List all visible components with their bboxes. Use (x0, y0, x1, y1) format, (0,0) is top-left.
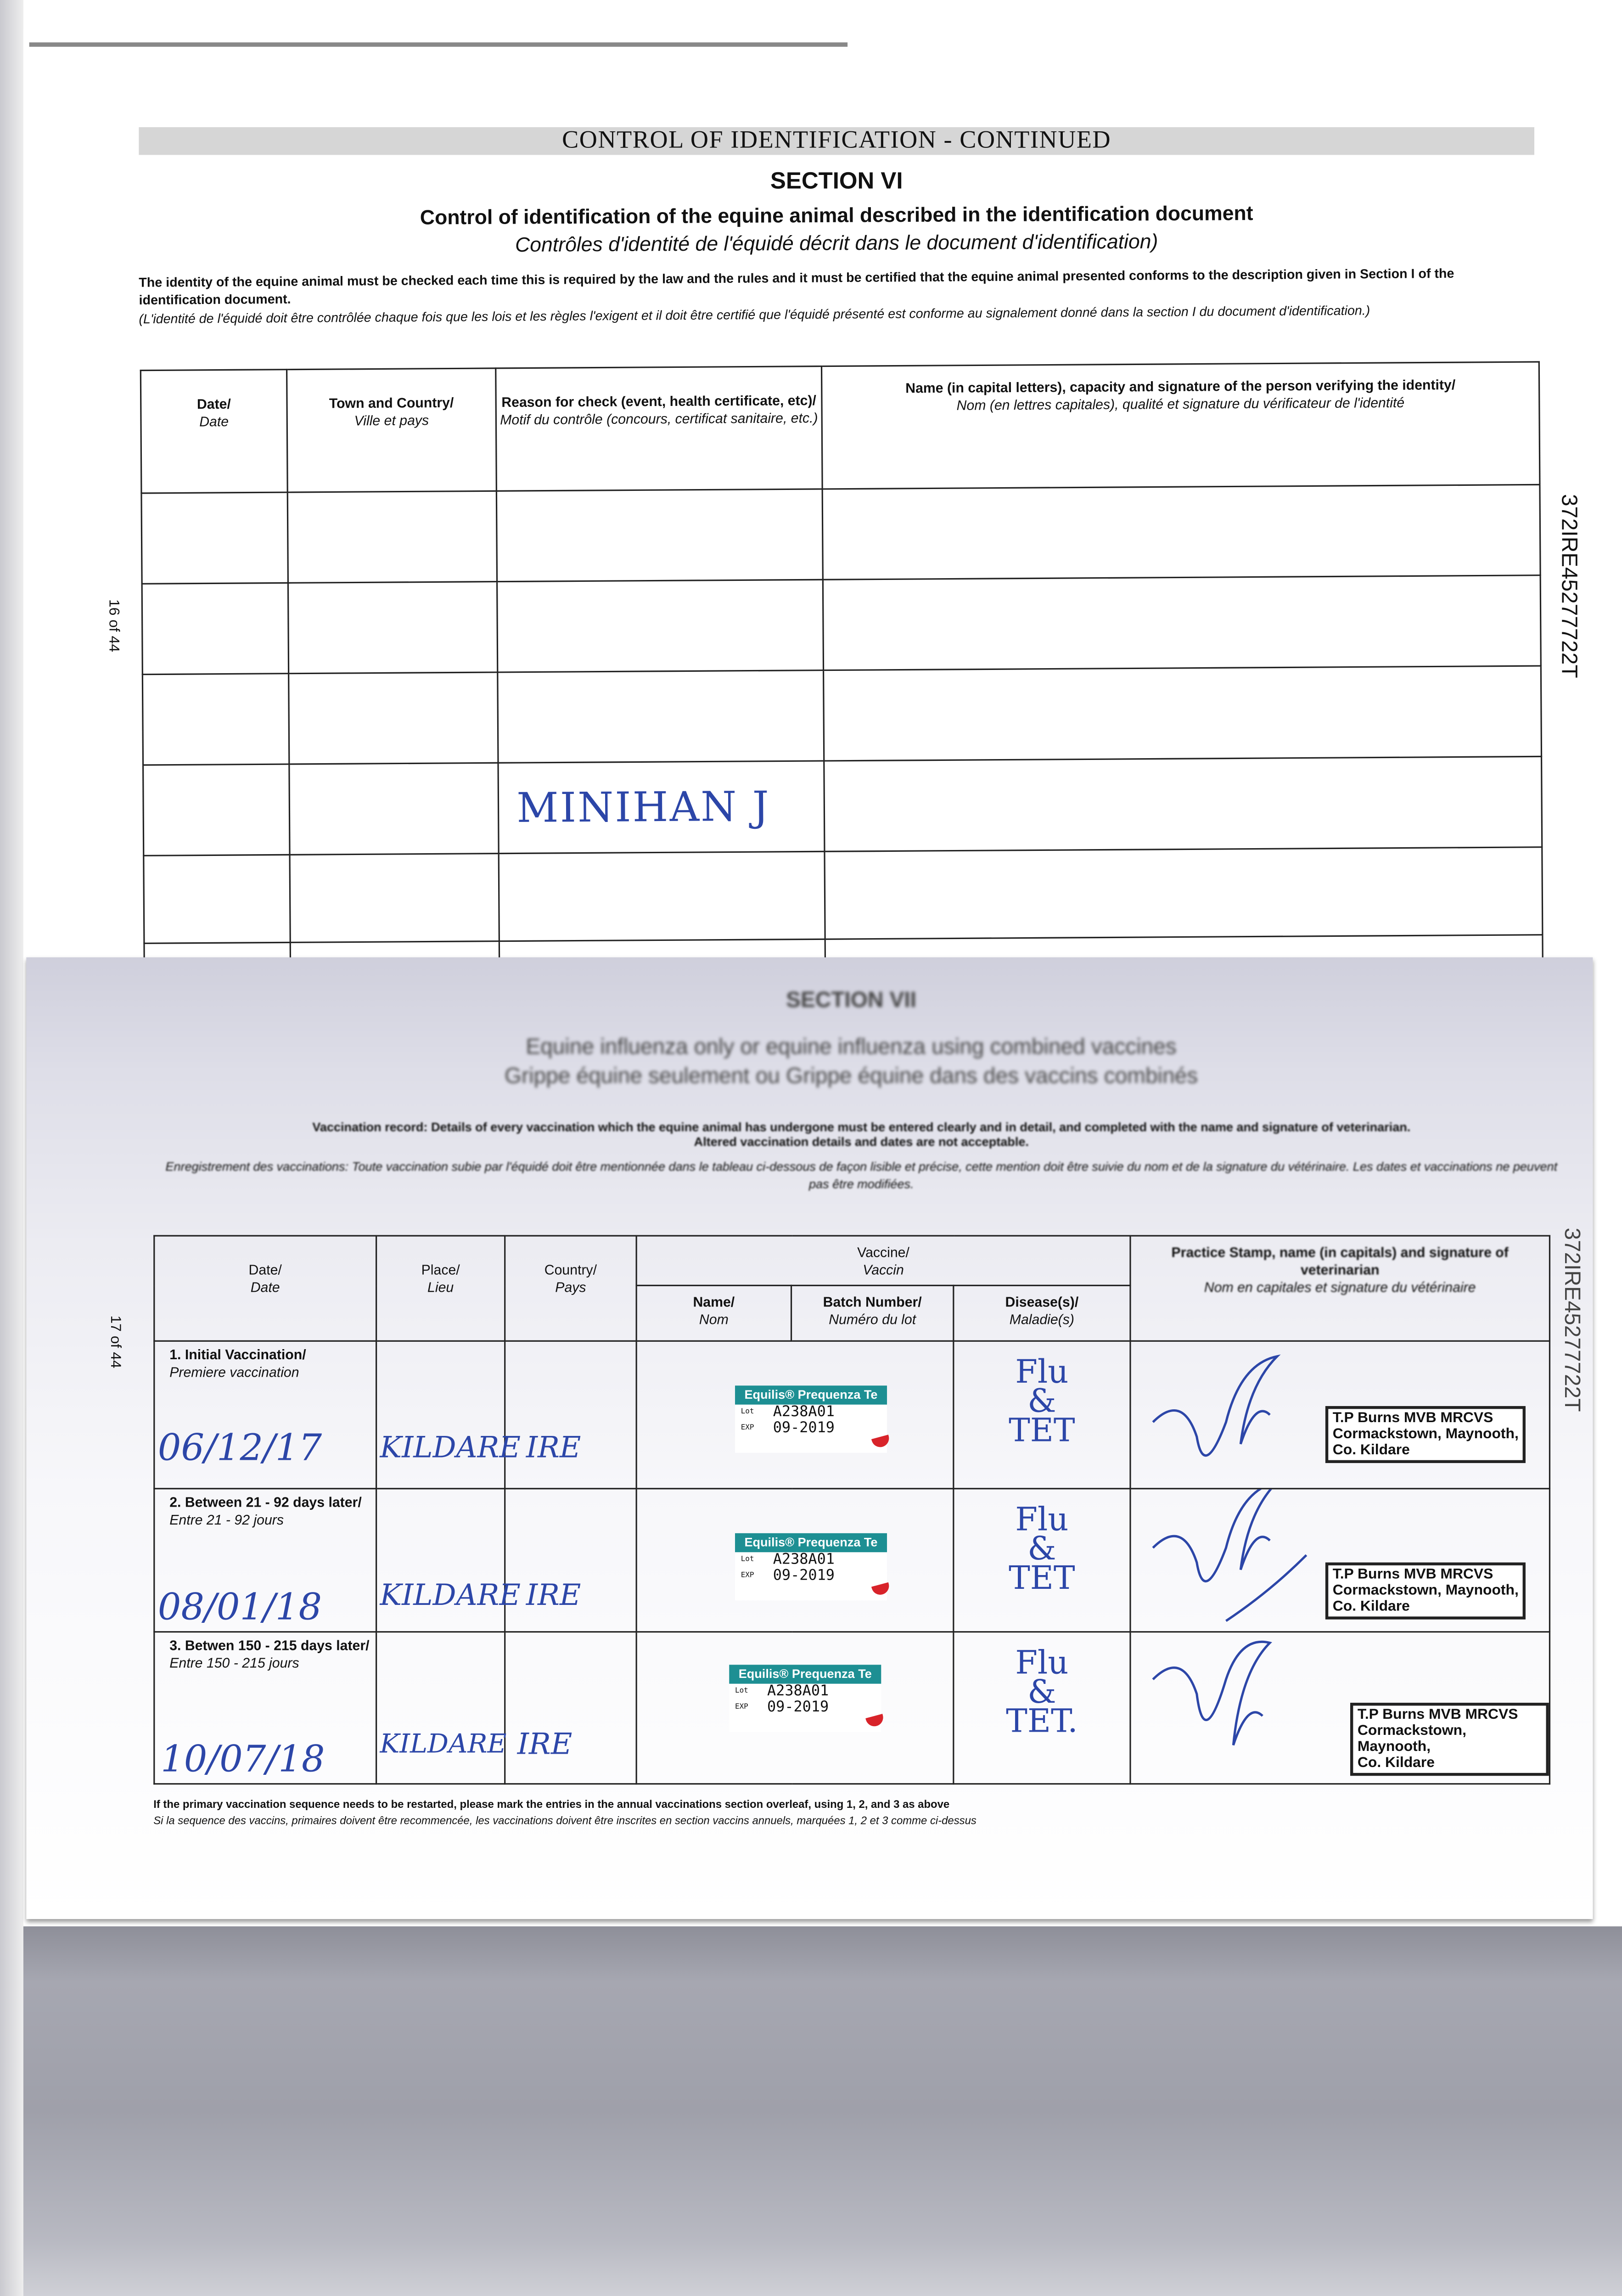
section-vii-title: SECTION VII (786, 988, 916, 1013)
handwritten-country: IRE (526, 1577, 581, 1612)
footnote-en: If the primary vaccination sequence need… (153, 1797, 950, 1811)
handwritten-disease: Flu & TET (953, 1340, 1131, 1490)
sticker-drop-icon (871, 1435, 891, 1449)
table-header-row: Date/Date Place/Lieu Country/Pays Vaccin… (153, 1235, 1551, 1342)
vaccine-sticker: Equilis® Prequenza Te Lot A238A01 EXP 09-2… (735, 1533, 891, 1601)
vaccine-sticker: Equilis® Prequenza Te Lot A238A01 EXP 09-2… (735, 1385, 891, 1453)
col-disease: Disease(s)/Maladie(s) (953, 1284, 1131, 1342)
vet-signature (1152, 1640, 1272, 1746)
col-vaccine-name: Name/Nom (635, 1284, 792, 1342)
handwritten-signature: MINIHAN J (516, 782, 771, 833)
side-id-16: 372IRE45277722T (1556, 494, 1581, 678)
section-vii-title-fr: Grippe équine seulement ou Grippe équine… (504, 1064, 1198, 1089)
col-batch: Batch Number/Numéro du lot (790, 1284, 954, 1342)
handwritten-country: IRE (526, 1429, 581, 1465)
identity-check-table: Date/Date Town and Country/Ville et pays… (140, 361, 1543, 980)
sticker-drop-icon (871, 1582, 891, 1597)
handwritten-date: 10/07/18 (161, 1738, 325, 1780)
vaccination-row-2: 2. Between 21 - 92 days later/Entre 21 -… (153, 1488, 1551, 1633)
sticker-drop-icon (865, 1714, 885, 1728)
footnote-fr: Si la sequence des vaccins, primaires do… (153, 1813, 977, 1827)
col-reason: Reason for check (event, health certific… (495, 366, 823, 491)
table-row (142, 666, 1542, 765)
vet-signature (1152, 1354, 1281, 1457)
table-row (142, 575, 1541, 675)
handwritten-country: IRE (517, 1726, 572, 1761)
table-header-row: Date/Date Town and Country/Ville et pays… (140, 362, 1540, 493)
handwritten-place: KILDARE (380, 1429, 521, 1465)
handwritten-place: KILDARE (380, 1577, 521, 1612)
section-vii-title-en: Equine influenza only or equine influenz… (526, 1035, 1177, 1060)
vet-signature (1152, 1489, 1308, 1622)
col-town: Town and Country/Ville et pays (286, 368, 497, 493)
page-number-16: 16 of 44 (105, 599, 122, 653)
handwritten-disease: Flu & TET (953, 1488, 1131, 1633)
col-country: Country/Pays (504, 1235, 637, 1342)
vet-stamp: T.P Burns MVB MRCVS Cormackstown, Maynoot… (1350, 1703, 1549, 1776)
table-subheader-row: Name/Nom Batch Number/Numéro du lot Dise… (154, 1284, 1550, 1342)
col-vaccine: Vaccine/Vaccin (635, 1235, 1131, 1286)
banner-title: CONTROL OF IDENTIFICATION - CONTINUED (562, 125, 1111, 154)
table-row (141, 484, 1541, 584)
vaccination-table: Date/Date Place/Lieu Country/Pays Vaccin… (153, 1235, 1551, 1785)
vaccination-row-3: 3. Betwen 150 - 215 days later/Entre 150… (153, 1631, 1551, 1785)
col-date: Date/Date (140, 369, 288, 493)
record-en: Vaccination record: Details of every vac… (312, 1120, 1411, 1149)
col-stamp: Practice Stamp, name (in capitals) and s… (1129, 1235, 1551, 1342)
handwritten-disease: Flu & TET. (953, 1631, 1131, 1785)
col-date: Date/Date (153, 1235, 377, 1342)
page-number-17: 17 of 44 (107, 1315, 123, 1368)
handwritten-place: KILDARE (380, 1729, 507, 1760)
scanner-background (0, 1926, 1622, 2296)
record-fr: Enregistrement des vaccinations: Toute v… (165, 1159, 1558, 1192)
vaccination-row-1: 1. Initial Vaccination/Premiere vaccinat… (153, 1340, 1551, 1490)
handwritten-date: 06/12/17 (157, 1426, 322, 1469)
vet-stamp: T.P Burns MVB MRCVS Cormackstown, Maynoot… (1325, 1562, 1526, 1620)
table-row (143, 847, 1543, 944)
handwritten-date: 08/01/18 (157, 1586, 322, 1628)
section-title: SECTION VI (770, 169, 903, 195)
page-16 (23, 29, 1602, 979)
table-row: MINIHAN J (143, 756, 1542, 856)
col-verifier: Name (in capital letters), capacity and … (821, 362, 1540, 489)
page-edge (0, 0, 23, 2296)
banner-band (139, 127, 1535, 155)
vet-stamp: T.P Burns MVB MRCVS Cormackstown, Maynoot… (1325, 1406, 1526, 1463)
side-id-17: 372IRE45277722T (1559, 1227, 1584, 1412)
top-rule (29, 42, 848, 47)
vaccine-sticker: Equilis® Prequenza Te Lot A238A01 EXP 09-2… (729, 1665, 885, 1732)
col-place: Place/Lieu (376, 1235, 506, 1342)
